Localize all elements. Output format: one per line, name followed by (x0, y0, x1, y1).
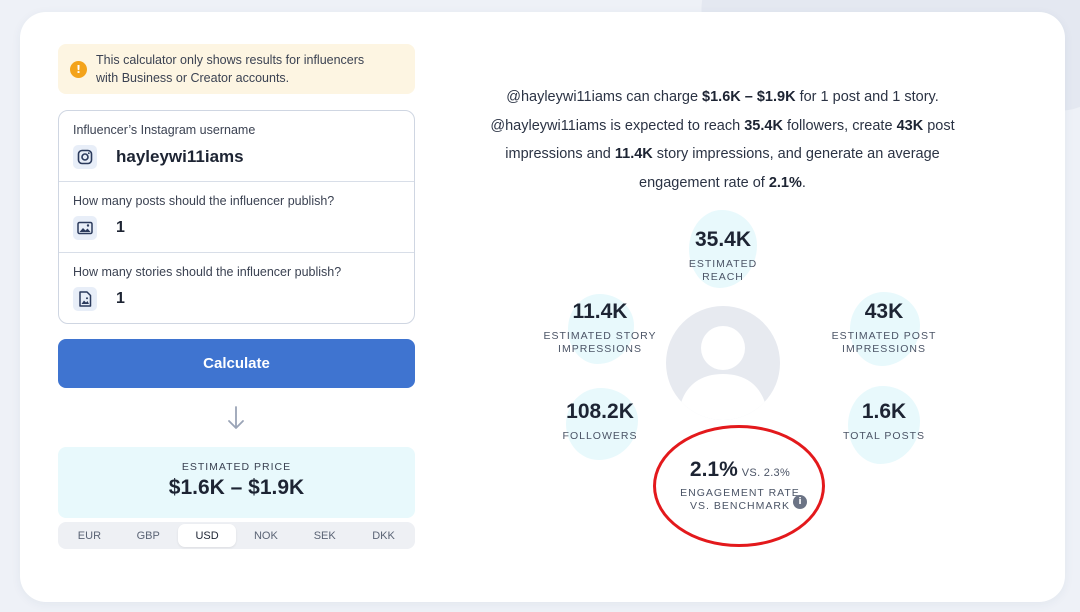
currency-selector: EUR GBP USD NOK SEK DKK (58, 522, 415, 549)
calculator-form: Influencer’s Instagram username hayleywi… (58, 110, 415, 324)
currency-option[interactable]: DKK (372, 529, 395, 542)
summary-text: post impressions and (505, 117, 955, 163)
stat-blob (689, 210, 757, 288)
currency-option[interactable]: NOK (253, 529, 278, 542)
summary-engagement-value: 2.1% (768, 174, 802, 191)
stat-label-line: IMPRESSIONS (558, 343, 642, 355)
stories-field[interactable]: How many stories should the influencer p… (59, 253, 414, 323)
stat-value: 108.2K (566, 400, 634, 423)
posts-label: How many posts should the influencer pub… (73, 194, 335, 208)
stat-value: 35.4K (694, 228, 752, 251)
estimated-price-value: $1.6K – $1.9K (168, 476, 305, 499)
stat-story-impressions: 11.4K ESTIMATED STORY IMPRESSIONS (520, 294, 680, 364)
summary-text: followers, create (782, 117, 897, 134)
stat-total-posts: 1.6K TOTAL POSTS (824, 386, 944, 464)
summary-text: for 1 post and 1 story. (795, 89, 939, 105)
stat-label-line: IMPRESSIONS (842, 343, 926, 355)
summary-text: . (801, 174, 806, 191)
calculate-button[interactable]: Calculate (58, 339, 415, 388)
business-account-notice: ! This calculator only shows results for… (58, 44, 415, 94)
estimated-price-label: ESTIMATED PRICE (181, 461, 292, 473)
posts-field[interactable]: How many posts should the influencer pub… (59, 182, 414, 253)
summary-story-value: 11.4K (614, 146, 653, 162)
summary-charge-value: $1.6K – $1.9K (702, 89, 796, 105)
summary-impressions-value: 43K (896, 117, 924, 134)
username-input[interactable]: hayleywi11iams (116, 147, 244, 166)
stat-label: ESTIMATED REACH (688, 258, 758, 283)
notice-text: This calculator only shows results for i… (96, 51, 364, 87)
stat-label-line: ESTIMATED STORY (543, 330, 657, 342)
image-icon (73, 216, 97, 240)
results-summary: @hayleywi11iams can charge $1.6K – $1.9K… (470, 83, 975, 197)
stories-input[interactable]: 1 (116, 290, 125, 307)
stat-value: 43K (864, 300, 904, 323)
summary-reach-value: 35.4K (744, 117, 783, 134)
currency-option[interactable]: SEK (313, 529, 336, 542)
stat-label: FOLLOWERS (562, 430, 638, 442)
stat-followers: 108.2K FOLLOWERS (540, 388, 660, 460)
stat-blob (848, 386, 920, 464)
stat-blob (568, 294, 634, 364)
influencer-avatar (666, 306, 780, 420)
username-label: Influencer’s Instagram username (73, 123, 256, 137)
summary-text: can charge (622, 89, 703, 105)
username-field[interactable]: Influencer’s Instagram username hayleywi… (59, 111, 414, 182)
posts-input[interactable]: 1 (116, 219, 125, 236)
notice-line-2: with Business or Creator accounts. (96, 71, 290, 85)
summary-text: is expected to reach (606, 117, 745, 134)
summary-text: story impressions, and generate an avera… (639, 146, 940, 191)
stat-blob (566, 388, 638, 460)
stat-label-line: ESTIMATED POST (831, 330, 937, 342)
arrow-down-icon (224, 404, 248, 432)
info-icon: ! (70, 60, 87, 78)
stat-post-impressions: 43K ESTIMATED POST IMPRESSIONS (804, 292, 964, 366)
stat-estimated-reach: 35.4K ESTIMATED REACH (668, 210, 778, 288)
stat-label: ESTIMATED STORY IMPRESSIONS (520, 330, 680, 356)
currency-option[interactable]: GBP (136, 529, 160, 542)
currency-option-selected[interactable]: USD (177, 524, 237, 547)
stories-label: How many stories should the influencer p… (73, 265, 342, 279)
estimated-price-box: ESTIMATED PRICE $1.6K – $1.9K (58, 447, 415, 518)
stat-value: 1.6K (861, 400, 907, 423)
currency-option[interactable]: EUR (77, 529, 102, 542)
summary-handle: @hayleywi11iams (490, 117, 607, 134)
stat-blob (850, 292, 920, 366)
instagram-icon (73, 145, 97, 169)
stat-value: 11.4K (572, 300, 628, 323)
stat-label: ESTIMATED POST IMPRESSIONS (804, 330, 964, 356)
summary-handle: @hayleywi11iams (506, 89, 623, 105)
notice-line-1: This calculator only shows results for i… (96, 53, 365, 67)
highlight-circle (653, 425, 825, 547)
stat-label: TOTAL POSTS (843, 430, 925, 442)
story-icon (73, 287, 97, 311)
